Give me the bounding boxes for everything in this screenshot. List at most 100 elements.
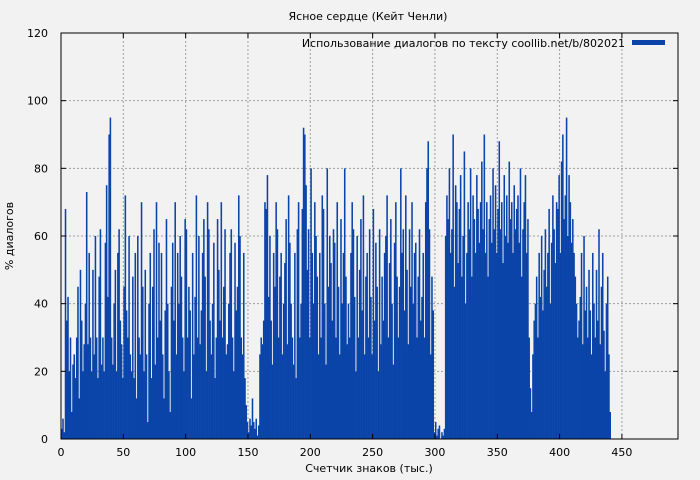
- bar: [488, 219, 491, 439]
- bar: [150, 378, 153, 439]
- bar: [205, 371, 208, 439]
- bar: [472, 195, 474, 439]
- bar: [343, 168, 346, 440]
- bar: [547, 252, 549, 439]
- bar: [120, 344, 123, 439]
- bar: [530, 411, 533, 439]
- bar: [325, 364, 327, 439]
- bar: [218, 269, 220, 439]
- bar: [138, 337, 140, 439]
- bar: [525, 252, 528, 439]
- legend-label: Использование диалогов по тексту coollib…: [302, 37, 625, 50]
- bar: [83, 344, 85, 439]
- bar: [587, 337, 589, 439]
- bar: [408, 229, 411, 439]
- bar: [250, 425, 253, 439]
- bar: [327, 286, 330, 439]
- bar: [589, 310, 592, 439]
- bar: [429, 354, 432, 439]
- bar: [609, 411, 611, 439]
- bar: [580, 252, 583, 439]
- bar: [280, 252, 282, 439]
- bar: [537, 337, 539, 439]
- x-tick-label: 150: [237, 446, 258, 459]
- bar: [84, 303, 87, 439]
- bar: [214, 378, 216, 439]
- bar: [266, 175, 269, 439]
- bar: [386, 195, 388, 439]
- bar: [489, 195, 492, 439]
- bar: [317, 354, 320, 439]
- bar: [142, 286, 144, 439]
- x-tick-label: 400: [549, 446, 570, 459]
- bar: [584, 310, 587, 439]
- bar: [62, 418, 64, 439]
- bar: [265, 208, 267, 439]
- bar: [449, 252, 452, 439]
- legend: Использование диалогов по тексту coollib…: [302, 37, 665, 50]
- bar: [191, 252, 194, 439]
- bar: [310, 168, 312, 440]
- bar: [491, 242, 493, 439]
- bar: [387, 337, 390, 439]
- bars: [61, 117, 611, 440]
- bar: [319, 252, 321, 439]
- x-tick-label: 450: [611, 446, 632, 459]
- bar: [352, 229, 355, 439]
- bar: [196, 337, 199, 439]
- bar: [236, 286, 239, 439]
- bar: [486, 202, 488, 439]
- x-tick-label: 0: [58, 446, 65, 459]
- bar: [87, 344, 89, 439]
- bar: [451, 229, 453, 439]
- bar: [276, 229, 279, 439]
- bar: [396, 276, 398, 439]
- bar: [350, 252, 352, 439]
- bar: [241, 354, 244, 439]
- bar: [180, 276, 183, 439]
- bar: [392, 364, 395, 439]
- bar: [201, 252, 204, 439]
- bar: [73, 354, 76, 439]
- bar: [65, 320, 68, 439]
- bar: [507, 242, 509, 439]
- bar: [385, 236, 387, 439]
- bar: [508, 161, 511, 440]
- x-tick-label: 250: [362, 446, 383, 459]
- bar: [434, 422, 437, 439]
- bar: [483, 134, 486, 439]
- bar: [249, 418, 251, 439]
- bar: [473, 219, 476, 439]
- bar: [233, 371, 235, 439]
- bar: [94, 236, 97, 439]
- bar: [247, 432, 250, 439]
- bar: [477, 208, 479, 439]
- bar: [299, 337, 301, 439]
- chart-title: Ясное сердце (Кейт Ченли): [289, 10, 448, 23]
- bar: [117, 252, 119, 439]
- bar: [608, 354, 610, 439]
- bar: [154, 364, 157, 439]
- bar: [189, 310, 191, 439]
- bar: [567, 236, 569, 439]
- bar: [348, 337, 351, 439]
- bar: [520, 276, 523, 439]
- bar: [336, 202, 339, 439]
- bar: [184, 219, 186, 439]
- bar: [102, 337, 104, 439]
- bar: [502, 263, 504, 439]
- bar: [295, 378, 297, 439]
- bar: [371, 354, 373, 439]
- bar: [331, 320, 334, 439]
- bar: [467, 202, 469, 439]
- bar: [438, 425, 441, 439]
- bar: [463, 151, 466, 439]
- bar: [124, 195, 127, 439]
- bar: [63, 432, 66, 439]
- bar: [125, 310, 128, 439]
- bar: [128, 236, 130, 439]
- bar: [279, 276, 281, 439]
- bar: [398, 286, 401, 439]
- y-tick-label: 20: [34, 365, 48, 378]
- bar: [193, 354, 195, 439]
